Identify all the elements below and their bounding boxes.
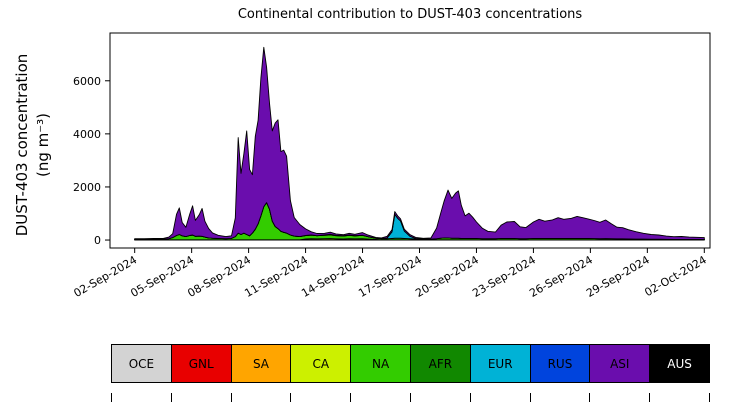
legend-item-gnl: GNL	[170, 344, 232, 383]
svg-text:2000: 2000	[73, 181, 101, 194]
legend-item-afr: AFR	[409, 344, 471, 383]
legend-empty-cell	[469, 393, 530, 402]
legend-label-oce: OCE	[128, 356, 155, 371]
svg-text:11-Sep-2024: 11-Sep-2024	[242, 253, 310, 300]
legend-empty-cell	[409, 393, 470, 402]
legend-label-afr: AFR	[428, 356, 453, 371]
legend-empty-cell	[170, 393, 231, 402]
legend-empty-cell	[529, 393, 590, 402]
svg-text:26-Sep-2024: 26-Sep-2024	[527, 253, 595, 300]
svg-text:08-Sep-2024: 08-Sep-2024	[185, 253, 253, 300]
legend-item-asi: ASI	[589, 344, 651, 383]
legend-empty-cell	[230, 393, 291, 402]
svg-text:20-Sep-2024: 20-Sep-2024	[413, 253, 481, 300]
legend-item-na: NA	[350, 344, 411, 383]
legend-label-eur: EUR	[487, 356, 513, 371]
continent-legend: OCE GNL SA CA NA AFR EUR RUS ASI AUS	[111, 344, 710, 383]
legend-label-rus: RUS	[547, 356, 573, 371]
legend-label-na: NA	[371, 356, 390, 371]
legend-empty-cell	[589, 393, 649, 402]
legend-empty-cell	[111, 393, 171, 402]
svg-text:23-Sep-2024: 23-Sep-2024	[470, 253, 538, 300]
legend-item-rus: RUS	[529, 344, 591, 383]
y-axis-label: DUST-403 concentration (ng m⁻³)	[12, 25, 56, 265]
legend-label-ca: CA	[312, 356, 330, 371]
svg-text:0: 0	[94, 234, 101, 247]
legend-item-oce: OCE	[111, 344, 172, 383]
svg-text:4000: 4000	[73, 128, 101, 141]
legend-label-aus: AUS	[667, 356, 692, 371]
legend-label-gnl: GNL	[188, 356, 214, 371]
legend-empty-cell	[649, 393, 710, 402]
svg-text:02-Oct-2024: 02-Oct-2024	[642, 253, 708, 299]
legend-empty-row	[111, 393, 710, 402]
y-axis-label-line1: DUST-403 concentration	[13, 53, 31, 237]
legend-label-asi: ASI	[610, 356, 630, 371]
svg-text:05-Sep-2024: 05-Sep-2024	[128, 253, 196, 300]
svg-text:14-Sep-2024: 14-Sep-2024	[299, 253, 367, 300]
y-axis-label-line2: (ng m⁻³)	[34, 112, 52, 178]
legend-empty-cell	[350, 393, 410, 402]
svg-text:29-Sep-2024: 29-Sep-2024	[584, 253, 652, 300]
legend-item-aus: AUS	[649, 344, 710, 383]
legend-item-sa: SA	[230, 344, 292, 383]
svg-text:02-Sep-2024: 02-Sep-2024	[71, 253, 139, 300]
legend-item-eur: EUR	[469, 344, 531, 383]
legend-empty-cell	[290, 393, 350, 402]
svg-text:6000: 6000	[73, 75, 101, 88]
legend-label-sa: SA	[252, 356, 270, 371]
legend-item-ca: CA	[290, 344, 352, 383]
svg-text:17-Sep-2024: 17-Sep-2024	[356, 253, 424, 300]
chart-title: Continental contribution to DUST-403 con…	[237, 7, 583, 22]
